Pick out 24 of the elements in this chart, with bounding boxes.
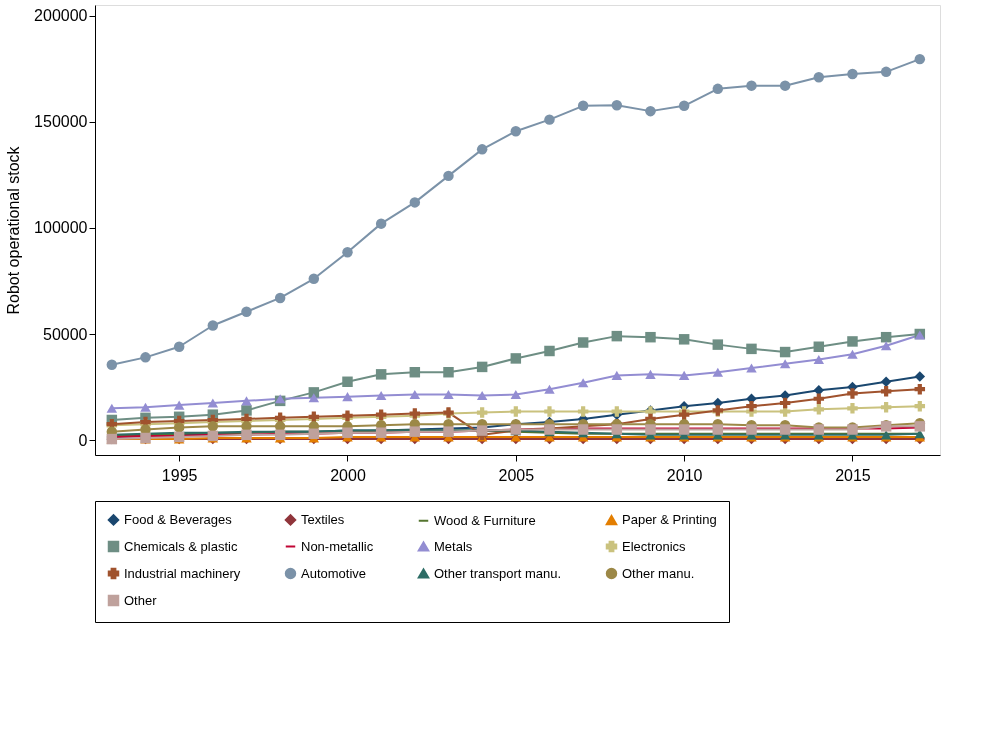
legend-label: Automotive bbox=[301, 565, 367, 581]
x-tick-label: 2010 bbox=[666, 466, 703, 484]
y-tick-label: 50000 bbox=[43, 325, 88, 343]
x-tick-label: 2015 bbox=[835, 466, 871, 484]
legend-label: Industrial machinery bbox=[124, 565, 241, 581]
y-tick-label: 200000 bbox=[34, 7, 88, 25]
legend-label: Metals bbox=[434, 538, 473, 554]
y-axis-title: Robot operational stock bbox=[5, 145, 23, 315]
y-tick-label: 0 bbox=[78, 431, 88, 449]
x-tick-label: 1995 bbox=[161, 466, 198, 484]
legend-label: Paper & Printing bbox=[622, 512, 717, 528]
legend-label: Textiles bbox=[301, 511, 345, 527]
legend-label: Chemicals & plastic bbox=[124, 538, 238, 554]
legend-label: Food & Beverages bbox=[124, 511, 233, 527]
legend-label: Other bbox=[124, 592, 158, 608]
x-tick-label: 2000 bbox=[330, 466, 366, 484]
legend-label: Wood & Furniture bbox=[434, 512, 536, 528]
y-tick-label: 100000 bbox=[34, 219, 88, 237]
x-tick-label: 2005 bbox=[498, 466, 535, 484]
y-tick-label: 150000 bbox=[34, 113, 88, 131]
legend-label: Other transport manu. bbox=[434, 565, 562, 581]
legend-label: Electronics bbox=[622, 538, 687, 554]
legend-label: Non-metallic bbox=[301, 538, 374, 554]
legend-label: Other manu. bbox=[622, 565, 695, 581]
